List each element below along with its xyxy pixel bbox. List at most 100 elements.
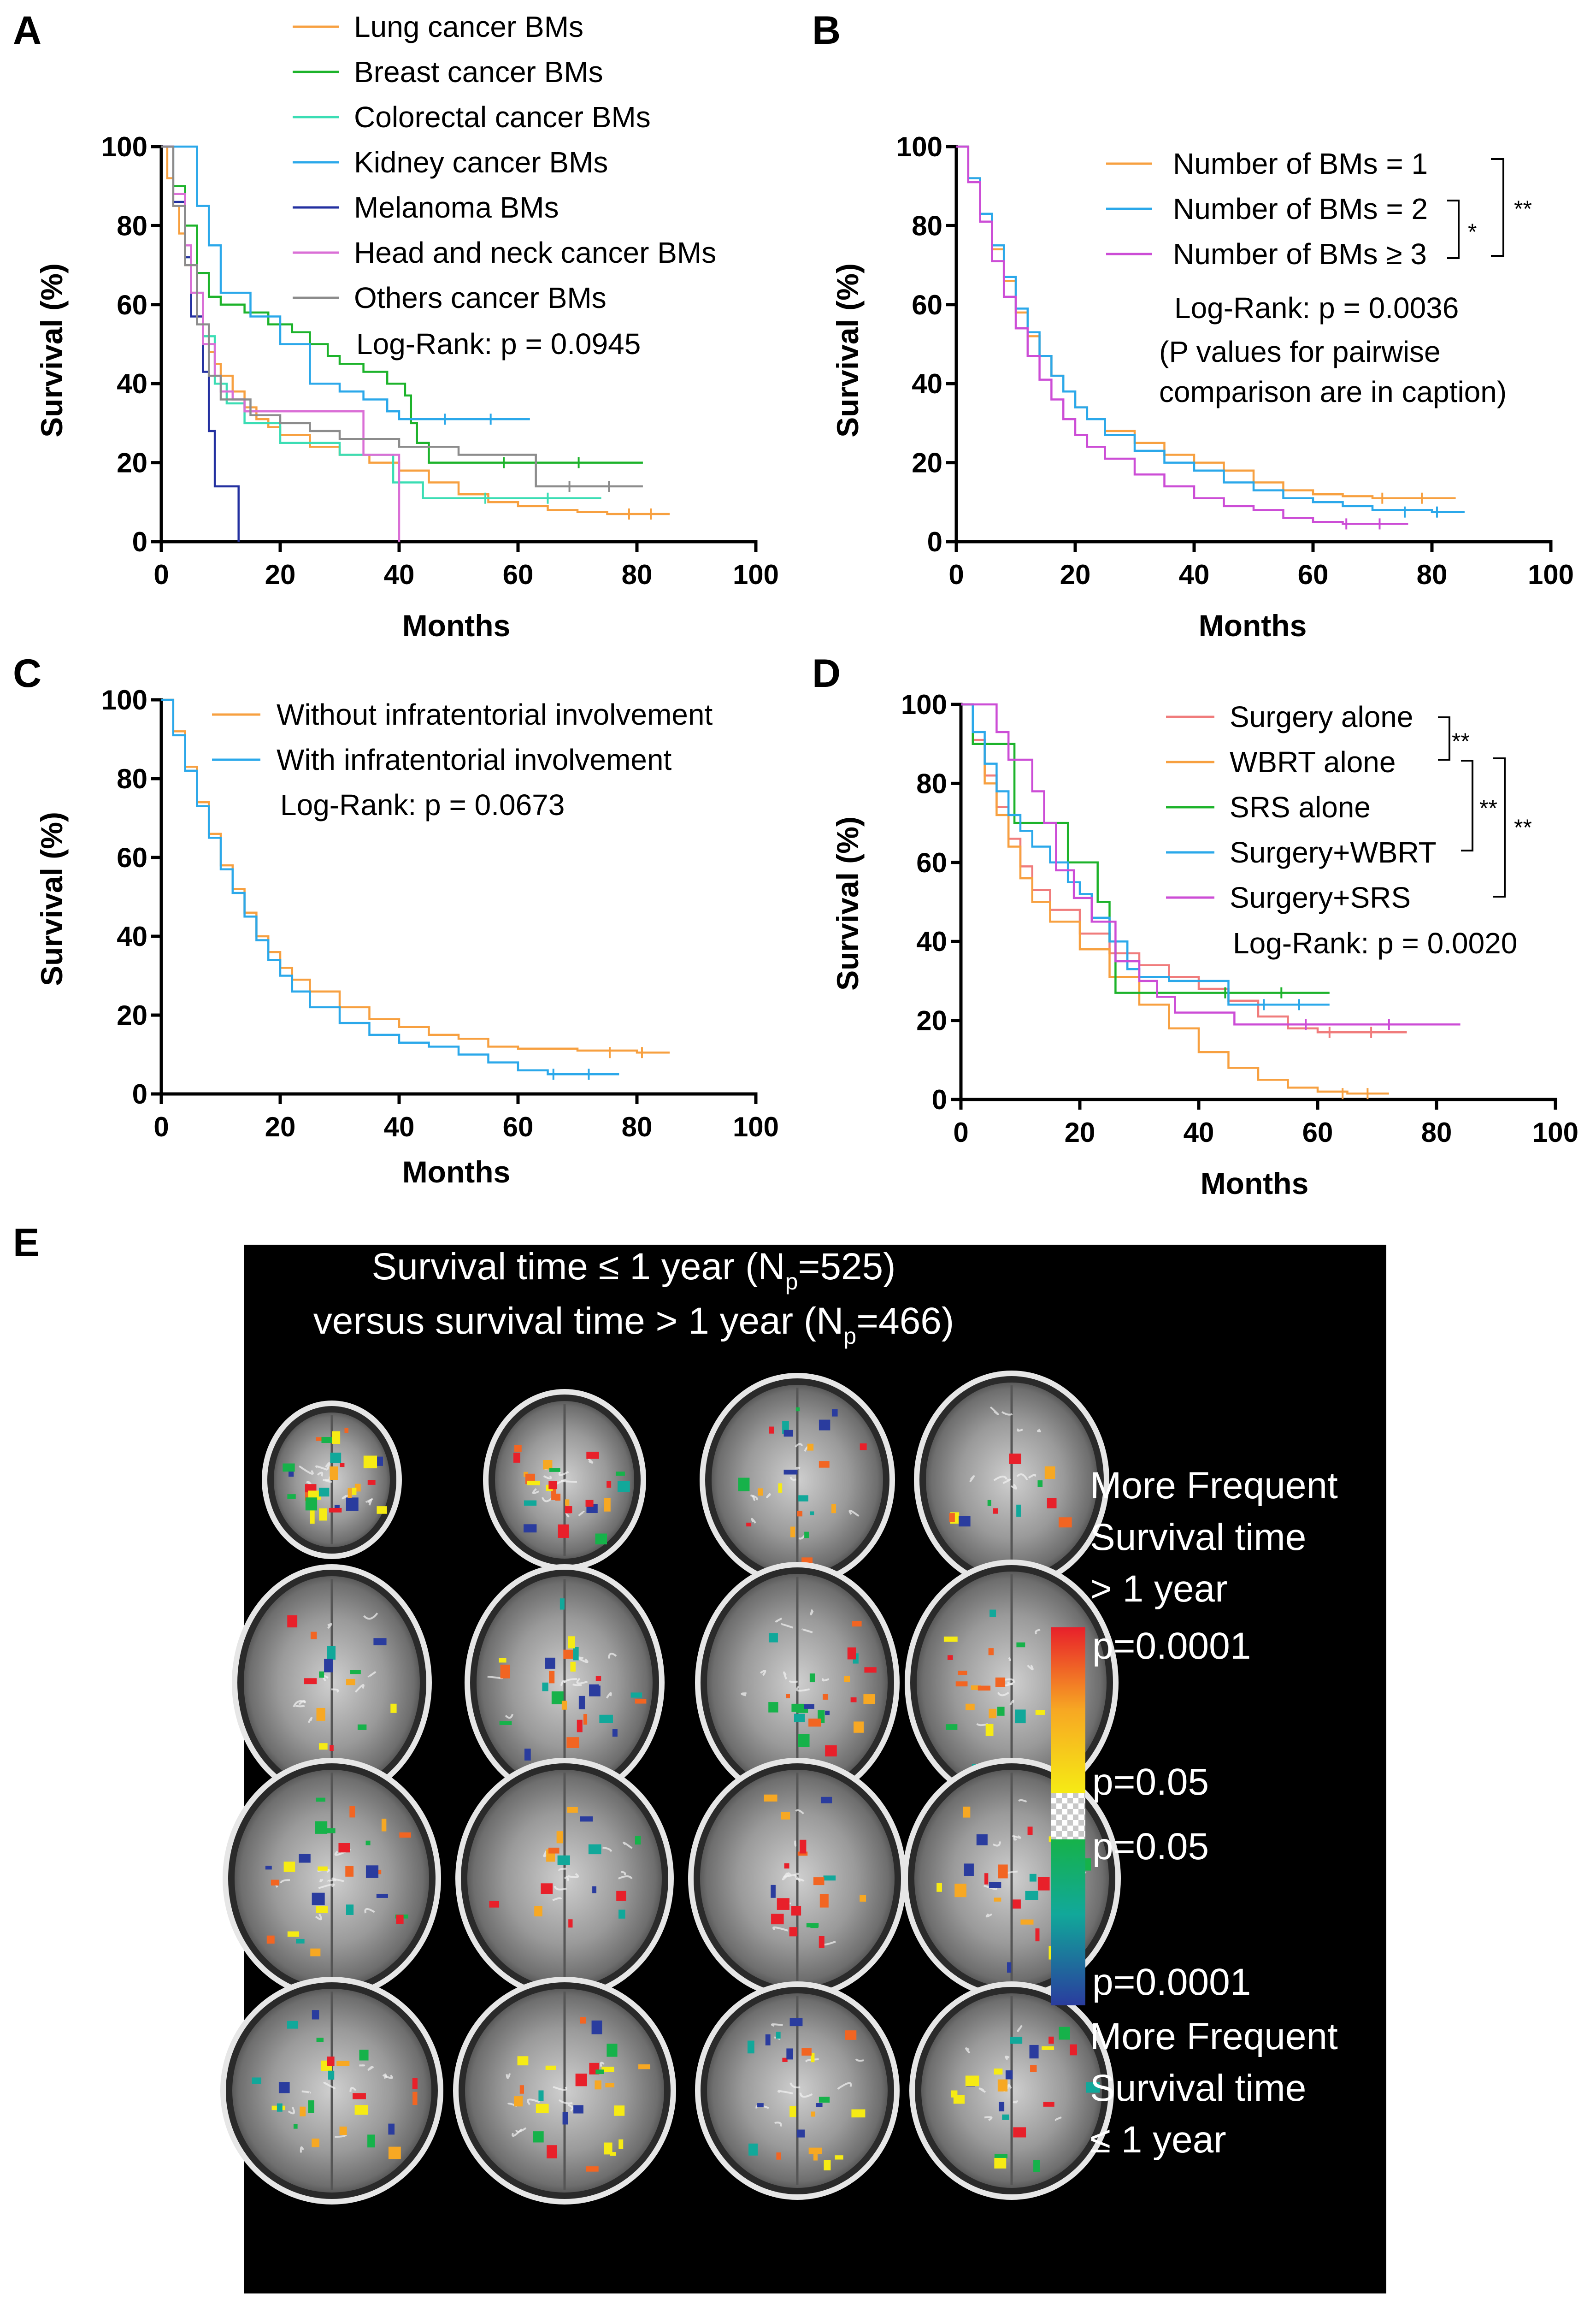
gyrus — [1010, 1483, 1017, 1489]
overlay-cluster — [860, 1443, 867, 1450]
x-tick-label: 80 — [1421, 1117, 1452, 1148]
gyrus — [789, 1477, 797, 1481]
overlay-cluster — [500, 1664, 510, 1679]
legend-d-surgery-srs: Surgery+SRS — [1230, 881, 1411, 914]
panel-c-legend: Without infratentorial involvement With … — [212, 698, 713, 822]
overlay-cluster — [781, 1812, 790, 1820]
overlay-cluster — [607, 2044, 618, 2057]
overlay-cluster — [330, 1466, 338, 1480]
overlay-cluster — [797, 1851, 808, 1856]
overlay-cluster — [547, 2145, 557, 2158]
brain-slice — [223, 1758, 441, 1999]
overlay-cluster — [995, 1677, 1006, 1687]
gyrus — [1013, 2100, 1019, 2104]
gyrus — [1003, 1678, 1015, 1683]
legend-d-srs: SRS alone — [1230, 791, 1371, 824]
gyrus — [783, 1671, 787, 1680]
y-tick-label: 40 — [912, 368, 942, 399]
overlay-cluster — [994, 1897, 1001, 1902]
gyrus — [1002, 1478, 1011, 1484]
brain-slice — [914, 1371, 1109, 1589]
panel-a-xlabel: Months — [402, 609, 511, 643]
overlay-cluster — [819, 1936, 825, 1948]
overlay-cluster — [524, 1500, 537, 1506]
curve-kidney-cancer-bms — [161, 145, 530, 420]
gyrus — [300, 2146, 304, 2153]
overlay-cluster — [804, 1704, 814, 1709]
gyrus — [795, 1685, 810, 1692]
overlay-cluster — [334, 1505, 340, 1510]
gyrus — [505, 1714, 514, 1719]
overlay-cluster — [765, 2034, 771, 2045]
overlay-cluster — [595, 2080, 601, 2090]
overlay-cluster — [1035, 1710, 1045, 1715]
overlay-cluster — [959, 1516, 971, 1527]
panel-d-sig-3: ** — [1514, 815, 1532, 840]
gyrus — [1035, 1629, 1041, 1635]
gyrus — [1037, 1429, 1041, 1432]
overlay-cluster — [1014, 1709, 1026, 1724]
overlay-cluster — [381, 1819, 387, 1832]
x-tick-label: 20 — [1065, 1117, 1095, 1148]
overlay-cluster — [615, 1472, 625, 1476]
gyrus — [576, 1678, 588, 1684]
overlay-cluster — [782, 2057, 788, 2062]
overlay-cluster — [312, 2010, 319, 2020]
y-tick-label: 0 — [932, 1084, 947, 1115]
overlay-cluster — [534, 1906, 542, 1917]
gyrus — [527, 2098, 540, 2105]
overlay-cluster — [791, 1906, 801, 1916]
y-tick-label: 40 — [117, 921, 147, 952]
y-tick-label: 100 — [901, 689, 947, 720]
panel-e: E Survival time ≤ 1 year (Np=525) versus… — [13, 1221, 1386, 2293]
panel-d-bracket-2 — [1461, 760, 1473, 851]
x-tick-label: 80 — [622, 559, 653, 590]
overlay-cluster — [784, 1863, 789, 1869]
overlay-cluster — [851, 2109, 866, 2118]
overlay-cluster — [819, 1461, 830, 1468]
overlay-cluster — [559, 1598, 565, 1610]
overlay-cluster — [798, 1495, 808, 1501]
brain-slice — [483, 1389, 646, 1571]
overlay-cluster — [588, 1844, 601, 1855]
overlay-cluster — [955, 1681, 968, 1687]
overlay-cluster — [271, 1879, 279, 1885]
x-tick-label: 20 — [265, 559, 296, 590]
legend-b-2: Number of BMs = 2 — [1173, 192, 1428, 225]
gyrus — [1005, 2056, 1010, 2060]
overlay-cluster — [607, 1481, 612, 1488]
overlay-cluster — [388, 2146, 401, 2159]
gyrus — [1008, 1657, 1012, 1661]
overlay-cluster — [771, 1885, 776, 1898]
gyrus — [307, 1717, 313, 1723]
overlay-cluster — [808, 1718, 821, 1727]
gyrus — [602, 1846, 612, 1852]
y-tick-label: 60 — [117, 290, 147, 320]
overlay-cluster — [367, 1480, 376, 1485]
overlay-cluster — [638, 2064, 650, 2069]
overlay-cluster — [936, 1883, 942, 1892]
gyrus — [774, 2122, 782, 2127]
overlay-cluster — [575, 2074, 587, 2086]
overlay-cluster — [541, 1883, 553, 1894]
legend-d-surgery-wbrt: Surgery+WBRT — [1230, 836, 1437, 869]
panel-c-logrank: Log-Rank: p = 0.0673 — [280, 788, 565, 822]
brain-slice — [902, 1758, 1121, 1999]
overlay-cluster — [568, 1919, 573, 1928]
panel-a-curves — [161, 145, 670, 542]
gyrus — [848, 1509, 860, 1517]
overlay-cluster — [604, 1498, 611, 1512]
brain-slice — [909, 1981, 1114, 2200]
overlay-cluster — [345, 1866, 354, 1877]
gyrus — [772, 1927, 789, 1932]
gyrus — [993, 1475, 1007, 1481]
gyrus — [1007, 1681, 1013, 1685]
legend-a-breast: Breast cancer BMs — [354, 55, 603, 89]
gyrus — [1009, 1699, 1014, 1706]
x-tick-label: 100 — [733, 1111, 779, 1142]
legend-a-headneck: Head and neck cancer BMs — [354, 236, 716, 269]
overlay-cluster — [864, 1667, 877, 1673]
overlay-cluster — [589, 1684, 599, 1696]
x-tick-label: 60 — [1298, 559, 1329, 590]
